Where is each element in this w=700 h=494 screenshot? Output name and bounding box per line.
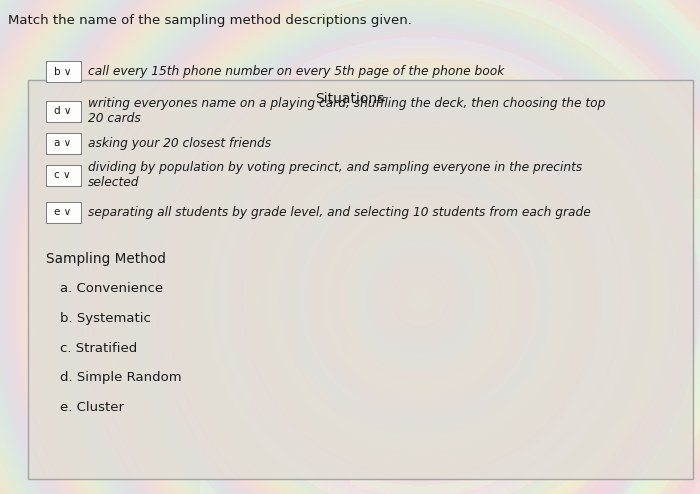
Text: e. Cluster: e. Cluster: [60, 401, 123, 414]
Text: b. Systematic: b. Systematic: [60, 312, 150, 325]
Text: c. Stratified: c. Stratified: [60, 342, 136, 355]
Text: b ∨: b ∨: [55, 67, 71, 77]
Text: c ∨: c ∨: [55, 170, 71, 180]
Text: writing everyones name on a playing card, shuffling the deck, then choosing the : writing everyones name on a playing card…: [88, 97, 605, 125]
Text: Match the name of the sampling method descriptions given.: Match the name of the sampling method de…: [8, 14, 412, 27]
Text: call every 15th phone number on every 5th page of the phone book: call every 15th phone number on every 5t…: [88, 65, 504, 78]
FancyBboxPatch shape: [46, 61, 80, 82]
FancyBboxPatch shape: [46, 165, 80, 186]
FancyBboxPatch shape: [28, 80, 693, 479]
FancyBboxPatch shape: [46, 133, 80, 154]
Text: dividing by population by voting precinct, and sampling everyone in the precints: dividing by population by voting precinc…: [88, 162, 582, 189]
Text: separating all students by grade level, and selecting 10 students from each grad: separating all students by grade level, …: [88, 206, 590, 219]
Text: asking your 20 closest friends: asking your 20 closest friends: [88, 137, 271, 150]
FancyBboxPatch shape: [46, 101, 80, 122]
Text: e ∨: e ∨: [55, 207, 71, 217]
Text: Sampling Method: Sampling Method: [46, 252, 165, 266]
Text: a. Convenience: a. Convenience: [60, 283, 162, 295]
Text: d. Simple Random: d. Simple Random: [60, 371, 181, 384]
FancyBboxPatch shape: [46, 202, 80, 223]
Text: a ∨: a ∨: [55, 138, 71, 148]
Text: Situations: Situations: [316, 91, 384, 106]
Text: d ∨: d ∨: [55, 106, 71, 116]
